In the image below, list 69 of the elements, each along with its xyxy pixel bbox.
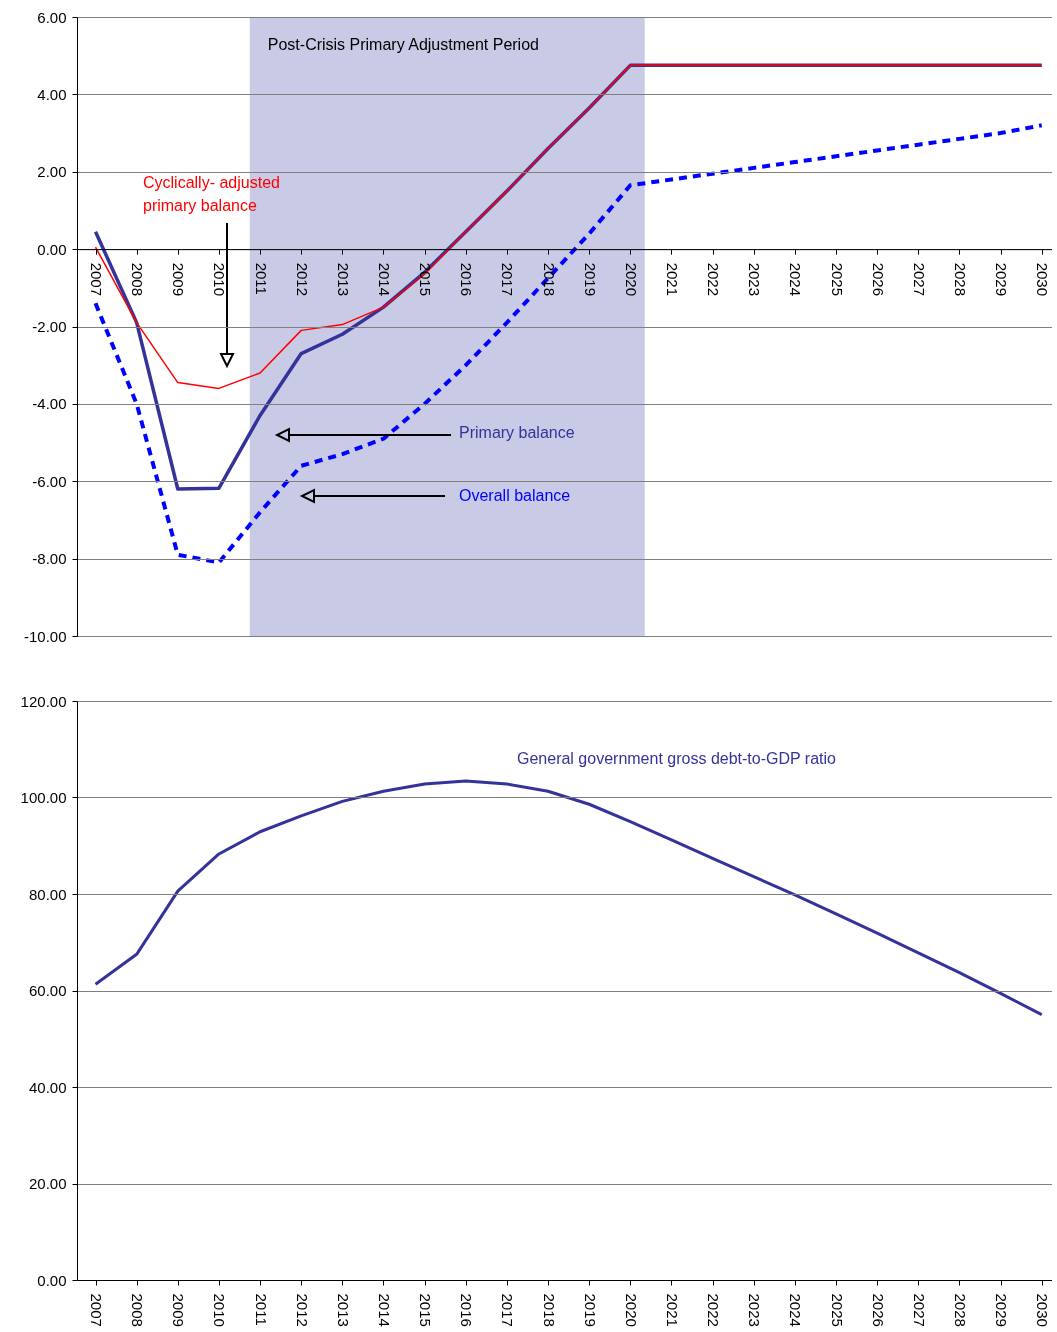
- x-tick-label: 2011: [252, 262, 270, 295]
- x-tick-label: 2009: [170, 1293, 188, 1327]
- x-tick-label: 2008: [129, 262, 147, 296]
- series-label: General government gross debt-to-GDP ratio: [517, 750, 837, 767]
- x-tick-label: 2020: [622, 1293, 640, 1327]
- x-tick-label: 2018: [540, 262, 558, 296]
- x-tick-label: 2015: [417, 262, 435, 296]
- x-tick-label: 2018: [540, 1293, 558, 1327]
- x-tick-label: 2013: [334, 262, 352, 296]
- x-tick-label: 2009: [170, 262, 188, 296]
- y-tick-label: 0.00: [37, 240, 67, 258]
- x-tick-label: 2030: [1034, 262, 1052, 296]
- x-tick-label: 2019: [581, 262, 599, 296]
- x-tick-label: 2015: [417, 1293, 435, 1327]
- x-tick-label: 2016: [458, 1293, 476, 1327]
- x-tick-label: 2023: [746, 1293, 764, 1327]
- x-tick-label: 2010: [211, 1293, 229, 1327]
- x-tick-label: 2014: [375, 262, 393, 296]
- x-tick-label: 2027: [910, 1293, 928, 1327]
- x-tick-label: 2008: [129, 1293, 147, 1327]
- x-tick-label: 2027: [910, 262, 928, 296]
- y-tick-label: -2.00: [32, 318, 67, 335]
- x-tick-label: 2022: [705, 262, 723, 296]
- x-tick-label: 2010: [211, 262, 229, 296]
- y-tick-label: 80.00: [28, 885, 67, 903]
- x-tick-label: 2014: [375, 1293, 393, 1327]
- y-tick-label: -4.00: [32, 395, 67, 413]
- band-label: Post-Crisis Primary Adjustment Period: [267, 36, 539, 53]
- x-tick-label: 2007: [88, 262, 106, 296]
- x-tick-label: 2013: [334, 1293, 352, 1327]
- x-tick-label: 2020: [622, 262, 640, 296]
- y-tick-label: 0.00: [37, 1271, 67, 1289]
- x-tick-label: 2017: [499, 262, 517, 296]
- x-tick-label: 2025: [828, 1293, 846, 1327]
- x-tick-label: 2019: [581, 1293, 599, 1327]
- y-tick-label: 100.00: [20, 789, 67, 806]
- x-tick-label: 2017: [499, 1293, 517, 1327]
- x-tick-label: 2028: [951, 1293, 969, 1327]
- y-tick-label: 60.00: [28, 982, 67, 999]
- x-tick-label: 2021: [663, 1293, 681, 1327]
- y-tick-label: 40.00: [28, 1078, 67, 1096]
- y-tick-label: -6.00: [32, 472, 67, 490]
- x-tick-label: 2016: [458, 262, 476, 296]
- y-tick-label: -8.00: [32, 550, 67, 568]
- x-tick-label: 2012: [293, 1293, 311, 1327]
- x-tick-label: 2025: [828, 262, 846, 296]
- x-tick-label: 2021: [663, 262, 681, 296]
- x-tick-label: 2012: [293, 262, 311, 296]
- x-tick-label: 2029: [993, 1293, 1011, 1327]
- text: Overall balance: [459, 487, 571, 504]
- x-tick-label: 2023: [746, 262, 764, 296]
- x-tick-label: 2029: [993, 262, 1011, 296]
- y-tick-label: 6.00: [37, 8, 67, 26]
- x-tick-label: 2026: [869, 262, 887, 296]
- y-tick-label: 2.00: [37, 163, 67, 181]
- x-tick-label: 2022: [705, 1293, 723, 1327]
- y-tick-label: -10.00: [23, 627, 67, 645]
- x-tick-label: 2007: [88, 1293, 106, 1327]
- x-tick-label: 2024: [787, 1293, 805, 1327]
- y-tick-label: 20.00: [28, 1175, 67, 1192]
- x-tick-label: 2011: [252, 1293, 270, 1326]
- x-tick-label: 2028: [951, 262, 969, 296]
- y-tick-label: 4.00: [37, 85, 67, 103]
- x-tick-label: 2024: [787, 262, 805, 296]
- y-tick-label: 120.00: [20, 692, 67, 710]
- x-tick-label: 2030: [1034, 1293, 1052, 1327]
- text: Cyclically- adjusted primary balance: [143, 174, 280, 214]
- text: Primary balance: [459, 424, 575, 441]
- x-tick-label: 2026: [869, 1293, 887, 1327]
